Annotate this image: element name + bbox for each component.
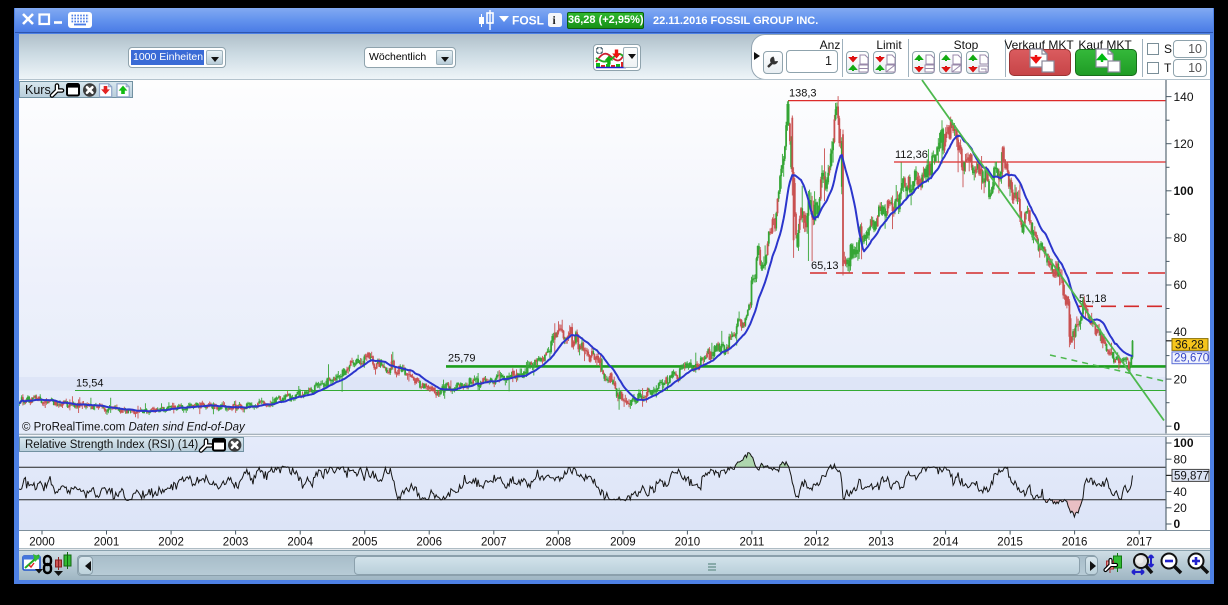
svg-text:2011: 2011 xyxy=(740,536,765,548)
svg-text:© ProRealTime.com Daten sind: © ProRealTime.com Daten sind End-of-Day xyxy=(22,422,246,434)
svg-text:2014: 2014 xyxy=(933,536,959,548)
svg-text:2005: 2005 xyxy=(352,536,378,548)
svg-text:138,3: 138,3 xyxy=(789,88,817,100)
svg-text:15,54: 15,54 xyxy=(76,378,104,390)
svg-text:100: 100 xyxy=(1174,184,1194,198)
svg-text:20: 20 xyxy=(1174,501,1188,515)
svg-text:51,18: 51,18 xyxy=(1079,293,1107,305)
svg-text:0: 0 xyxy=(1174,517,1181,531)
svg-text:2012: 2012 xyxy=(804,536,830,548)
svg-text:112,36: 112,36 xyxy=(895,149,928,161)
svg-text:2017: 2017 xyxy=(1126,536,1152,548)
svg-text:2006: 2006 xyxy=(416,536,442,548)
svg-text:59,877: 59,877 xyxy=(1174,470,1209,482)
svg-text:80: 80 xyxy=(1174,231,1188,245)
svg-text:2009: 2009 xyxy=(610,536,636,548)
svg-text:60: 60 xyxy=(1174,278,1188,292)
svg-text:40: 40 xyxy=(1174,325,1188,339)
svg-text:2007: 2007 xyxy=(481,536,507,548)
svg-text:2001: 2001 xyxy=(94,536,120,548)
svg-text:i: i xyxy=(553,15,557,27)
svg-text:0: 0 xyxy=(1174,419,1181,433)
svg-text:120: 120 xyxy=(1174,137,1194,151)
svg-text:2010: 2010 xyxy=(675,536,701,548)
svg-text:2015: 2015 xyxy=(997,536,1023,548)
svg-text:FOSL: FOSL xyxy=(512,14,544,28)
svg-text:25,79: 25,79 xyxy=(448,353,476,365)
svg-text:36,28: 36,28 xyxy=(1175,339,1204,351)
svg-text:20: 20 xyxy=(1174,372,1188,386)
svg-text:2000: 2000 xyxy=(29,536,55,548)
svg-text:2004: 2004 xyxy=(287,536,313,548)
svg-text:100: 100 xyxy=(1174,436,1194,450)
svg-text:2002: 2002 xyxy=(158,536,184,548)
svg-text:2008: 2008 xyxy=(546,536,572,548)
svg-text:140: 140 xyxy=(1174,90,1194,104)
svg-text:2013: 2013 xyxy=(868,536,894,548)
svg-text:2003: 2003 xyxy=(223,536,249,548)
svg-text:2016: 2016 xyxy=(1062,536,1088,548)
svg-text:80: 80 xyxy=(1174,452,1188,466)
svg-text:40: 40 xyxy=(1174,485,1188,499)
svg-text:29,670: 29,670 xyxy=(1174,353,1209,365)
svg-text:65,13: 65,13 xyxy=(811,260,839,272)
